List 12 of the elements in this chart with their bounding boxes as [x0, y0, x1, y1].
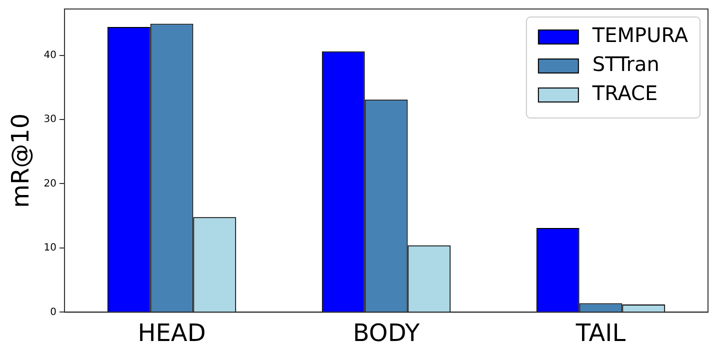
legend-label: TEMPURA: [591, 23, 688, 48]
y-tick-label: 30: [44, 114, 57, 126]
x-tick-label: HEAD: [138, 318, 206, 347]
x-tick-label: BODY: [352, 318, 420, 347]
y-tick-label: 10: [44, 242, 57, 254]
x-tick-label: TAIL: [574, 318, 626, 347]
legend-label: TRACE: [591, 81, 658, 106]
y-axis-title: mR@10: [6, 113, 35, 208]
y-tick-label: 40: [44, 50, 57, 61]
y-tick-label: 20: [44, 178, 57, 190]
y-tick-label: 0: [50, 306, 57, 318]
legend-label: STTran: [592, 52, 660, 76]
